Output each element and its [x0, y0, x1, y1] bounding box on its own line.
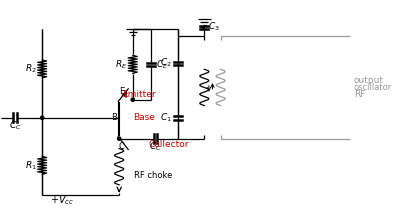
Text: $C_1$: $C_1$	[160, 112, 172, 124]
Circle shape	[131, 98, 134, 101]
Text: output: output	[354, 76, 384, 85]
Text: oscillator: oscillator	[354, 83, 392, 92]
Text: $C_3$: $C_3$	[208, 21, 220, 33]
Text: C: C	[118, 142, 124, 151]
Text: Base: Base	[134, 113, 156, 122]
Text: $+V_{cc}$: $+V_{cc}$	[50, 193, 74, 207]
Text: RF choke: RF choke	[134, 171, 172, 180]
Text: $R_E$: $R_E$	[115, 58, 127, 71]
Text: E: E	[119, 87, 125, 96]
Text: RF: RF	[354, 90, 365, 99]
Text: $C_E$: $C_E$	[156, 58, 168, 71]
Text: $R_1$: $R_1$	[26, 159, 37, 172]
Text: $C_C$: $C_C$	[149, 141, 162, 153]
Text: Emitter: Emitter	[122, 90, 156, 99]
Text: $C_2$: $C_2$	[160, 57, 172, 69]
Circle shape	[118, 137, 121, 140]
Text: $R_2$: $R_2$	[26, 63, 37, 75]
Circle shape	[40, 116, 44, 119]
Text: $C_C$: $C_C$	[9, 120, 21, 132]
Text: Collector: Collector	[148, 140, 189, 149]
Text: B: B	[111, 113, 117, 122]
